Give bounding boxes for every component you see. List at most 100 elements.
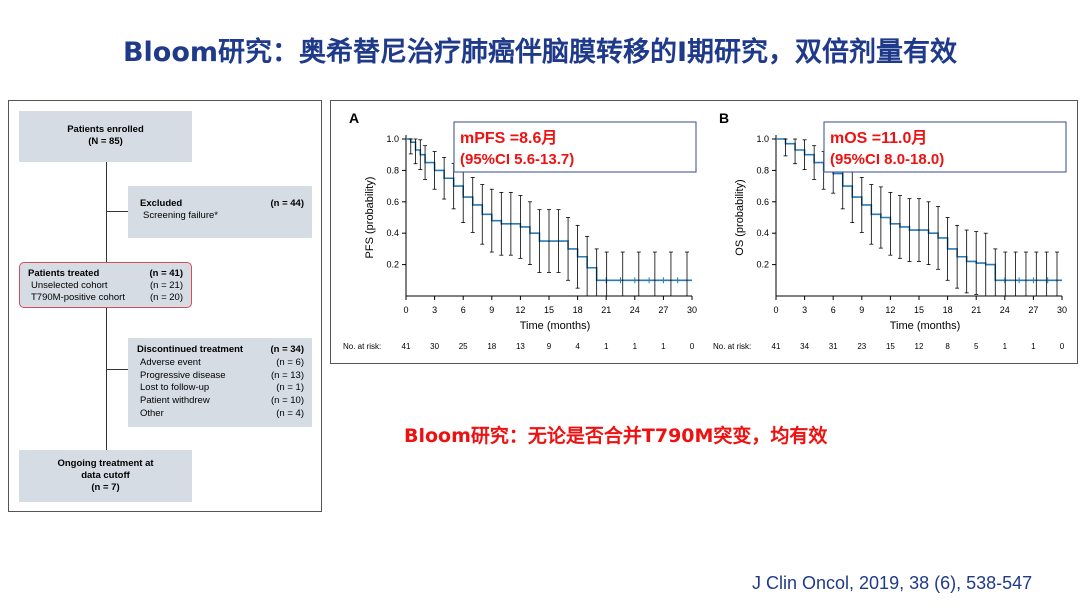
y-tick-label: 0.4 [386,228,399,238]
at-risk-value: 34 [800,342,809,351]
flow-connector [106,211,128,212]
x-tick-label: 9 [489,305,494,315]
at-risk-value: 23 [857,342,866,351]
at-risk-value: 4 [575,342,580,351]
at-risk-value: 13 [516,342,525,351]
x-tick-label: 15 [914,305,924,315]
x-tick-label: 30 [1057,305,1067,315]
at-risk-value: 1 [661,342,666,351]
x-tick-label: 21 [601,305,611,315]
at-risk-value: 31 [829,342,838,351]
discontinued-row-count: (n = 4) [276,407,304,419]
at-risk-value: 0 [1060,342,1065,351]
flow-connector [106,308,107,450]
median-label: mPFS =8.6月 [460,129,557,147]
at-risk-value: 18 [487,342,496,351]
ci-label: (95%CI 8.0-18.0) [830,151,944,168]
citation: J Clin Oncol, 2019, 38 (6), 538-547 [752,573,1033,593]
discontinued-row-count: (n = 13) [270,369,304,381]
treated-box: Patients treated (n = 41) Unselected coho… [19,262,192,308]
y-tick-label: 0.8 [756,165,769,175]
at-risk-value: 8 [945,342,950,351]
x-axis-label: Time (months) [890,320,961,332]
km-charts-panel: A 0.2 0.4 0.6 0.8 1.0 0 3 6 9 12 15 18 21 24 27 30 Time (… [330,100,1078,364]
at-risk-value: 41 [772,342,781,351]
discontinued-row-count: (n = 1) [276,382,304,394]
x-tick-label: 27 [658,305,668,315]
y-tick-label: 0.2 [756,260,769,270]
excluded-count: (n = 44) [270,198,304,209]
discontinued-label: Discontinued treatment [137,344,244,355]
x-tick-label: 30 [687,305,697,315]
y-axis-label: PFS (probability) [364,177,376,259]
x-tick-label: 6 [831,305,836,315]
x-tick-label: 0 [773,305,778,315]
y-tick-label: 1.0 [386,134,399,144]
discontinued-row-label: Adverse event [140,356,201,368]
panel-label: A [349,110,359,126]
ci-label: (95%CI 5.6-13.7) [460,151,574,168]
median-label: mOS =11.0月 [830,129,927,147]
panel-label: B [719,110,729,126]
y-tick-label: 0.6 [756,197,769,207]
treated-row-count: (n = 21) [149,280,183,291]
treated-row-count: (n = 20) [149,292,183,303]
at-risk-value: 0 [690,342,695,351]
at-risk-value: 1 [633,342,638,351]
excluded-box: Excluded (n = 44) Screening failure* [128,186,312,238]
x-tick-label: 6 [461,305,466,315]
discontinued-box: Discontinued treatment (n = 34) Adverse e… [128,338,312,427]
enrolled-box: Patients enrolled (N = 85) [19,111,192,162]
ongoing-box: Ongoing treatment at data cutoff (n = 7) [19,450,192,502]
treated-label: Patients treated [28,268,100,279]
x-tick-label: 24 [630,305,640,315]
y-tick-label: 0.6 [386,197,399,207]
at-risk-value: 25 [459,342,468,351]
ongoing-line1: Ongoing treatment at [57,458,154,469]
x-tick-label: 9 [859,305,864,315]
x-tick-label: 3 [432,305,437,315]
discontinued-row-label: Progressive disease [140,369,226,381]
at-risk-value: 15 [886,342,895,351]
at-risk-value: 1 [1003,342,1008,351]
flow-connector [106,162,107,262]
x-tick-label: 18 [943,305,953,315]
y-tick-label: 0.2 [386,260,399,270]
x-tick-label: 24 [1000,305,1010,315]
at-risk-value: 30 [430,342,439,351]
at-risk-label: No. at risk: [343,342,381,351]
treated-row-label: T790M-positive cohort [31,292,125,303]
y-tick-label: 0.8 [386,165,399,175]
consort-flowchart: Patients enrolled (N = 85) Excluded (n = … [8,100,322,512]
at-risk-value: 41 [402,342,411,351]
discontinued-row-count: (n = 6) [276,356,304,368]
at-risk-label: No. at risk: [713,342,751,351]
x-tick-label: 27 [1028,305,1038,315]
enrolled-label: Patients enrolled [67,124,144,135]
treated-row-label: Unselected cohort [31,280,108,291]
annotation-box [453,121,697,173]
excluded-label: Excluded [140,198,183,209]
at-risk-value: 5 [974,342,979,351]
x-tick-label: 15 [544,305,554,315]
at-risk-value: 12 [915,342,924,351]
slide-title: Bloom研究：奥希替尼治疗肺癌伴脑膜转移的I期研究，双倍剂量有效 [122,37,958,68]
at-risk-value: 9 [547,342,552,351]
ongoing-count: (n = 7) [91,482,120,493]
treated-count: (n = 41) [149,268,183,279]
excluded-reason: Screening failure* [143,210,218,221]
x-tick-label: 12 [885,305,895,315]
discontinued-row-label: Other [140,407,164,419]
at-risk-value: 1 [1031,342,1036,351]
x-axis-label: Time (months) [520,320,591,332]
x-tick-label: 21 [971,305,981,315]
annotation-box [823,121,1067,173]
discontinued-row-label: Lost to follow-up [140,382,210,394]
x-tick-label: 12 [515,305,525,315]
enrolled-count: (N = 85) [88,136,123,147]
y-tick-label: 0.4 [756,228,769,238]
discontinued-row-count: (n = 10) [270,395,304,407]
flow-connector [106,369,128,370]
x-tick-label: 3 [802,305,807,315]
